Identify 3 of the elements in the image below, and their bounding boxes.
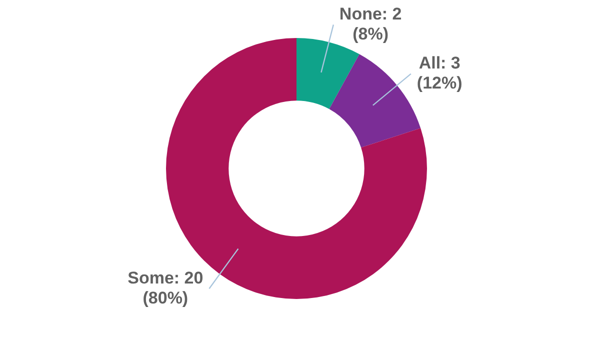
slice-label: Some: 20 (80%) [128, 268, 204, 308]
slice-label: None: 2 (8%) [339, 4, 402, 44]
slice-label: All: 3 (12%) [416, 54, 462, 93]
